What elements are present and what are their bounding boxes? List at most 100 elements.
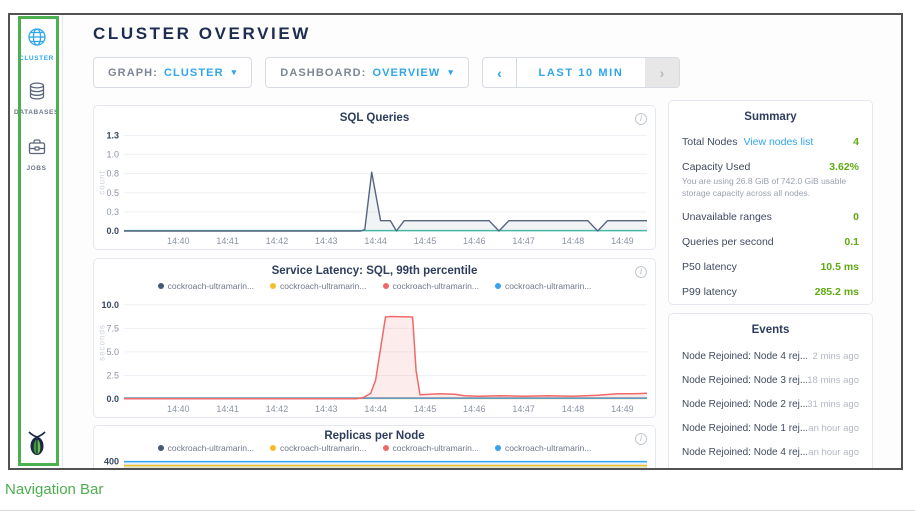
briefcase-icon — [27, 144, 47, 161]
total-nodes-value: 4 — [853, 136, 859, 148]
event-row[interactable]: Node Rejoined: Node 4 rej... an hour ago — [682, 440, 859, 464]
info-icon[interactable]: i — [635, 266, 647, 278]
summary-row-p99: P99 latency 285.2 ms — [682, 280, 859, 305]
summary-row-total-nodes: Total Nodes View nodes list 4 — [682, 129, 859, 154]
svg-text:14:49: 14:49 — [611, 236, 634, 246]
legend-entry[interactable]: cockroach-ultramarin... — [495, 281, 591, 291]
event-text: Node Rejoined: Node 3 rej... — [682, 375, 807, 386]
chevron-right-icon: › — [660, 65, 665, 81]
sidebar-item-databases[interactable]: DATABASES — [10, 81, 63, 116]
time-range-label[interactable]: LAST 10 MIN — [517, 58, 645, 87]
dashboard-dropdown[interactable]: DASHBOARD: OVERVIEW ▾ — [265, 57, 469, 88]
svg-text:14:43: 14:43 — [315, 236, 338, 246]
capacity-caption: You are using 26.8 GiB of 742.0 GiB usab… — [682, 176, 859, 200]
legend-dot-icon — [158, 445, 164, 451]
cockroachdb-admin-window: CLUSTER DATABASES — [8, 13, 903, 470]
legend-dot-icon — [495, 445, 501, 451]
svg-text:0.8: 0.8 — [106, 169, 119, 179]
event-row[interactable]: Node Rejoined: Node 4 rej... 2 mins ago — [682, 344, 859, 368]
graph-dropdown-label: GRAPH: — [108, 67, 158, 79]
annotation-label: Navigation Bar — [5, 481, 103, 498]
capacity-value: 3.62% — [829, 161, 859, 173]
time-prev-button[interactable]: ‹ — [483, 58, 517, 87]
event-row[interactable]: Node Rejoined: Node 2 rej... 31 mins ago — [682, 392, 859, 416]
svg-text:14:41: 14:41 — [216, 404, 239, 414]
legend-entry[interactable]: cockroach-ultramarin... — [270, 281, 366, 291]
sidebar-item-jobs[interactable]: JOBS — [10, 137, 63, 172]
svg-text:14:42: 14:42 — [266, 236, 289, 246]
p99-value: 285.2 ms — [815, 286, 859, 298]
event-time: an hour ago — [808, 423, 859, 434]
svg-text:14:40: 14:40 — [167, 404, 190, 414]
legend-dot-icon — [495, 283, 501, 289]
legend-dot-icon — [270, 445, 276, 451]
svg-text:14:47: 14:47 — [512, 236, 535, 246]
unavailable-ranges-label: Unavailable ranges — [682, 211, 772, 223]
svg-text:1.3: 1.3 — [106, 130, 119, 140]
chart-title: Replicas per Node — [94, 430, 655, 442]
event-time: 31 mins ago — [807, 399, 859, 410]
graph-dropdown[interactable]: GRAPH: CLUSTER ▾ — [93, 57, 252, 88]
summary-panel: Summary Total Nodes View nodes list 4 Ca… — [668, 100, 873, 305]
chart-legend: cockroach-ultramarin... cockroach-ultrama… — [94, 281, 655, 291]
legend-entry[interactable]: cockroach-ultramarin... — [383, 281, 479, 291]
svg-text:1.0: 1.0 — [106, 150, 119, 160]
divider — [0, 510, 915, 511]
svg-text:14:44: 14:44 — [364, 404, 387, 414]
legend-dot-icon — [158, 283, 164, 289]
capacity-label: Capacity Used — [682, 161, 750, 173]
svg-text:14:49: 14:49 — [611, 404, 634, 414]
time-next-button-disabled: › — [645, 58, 679, 87]
chart-area: 0.00.30.50.81.01.314:4014:4114:4214:4314… — [94, 126, 655, 251]
events-panel: Events Node Rejoined: Node 4 rej... 2 mi… — [668, 313, 873, 470]
svg-text:400: 400 — [104, 457, 119, 467]
database-icon — [27, 88, 47, 105]
qps-value: 0.1 — [844, 236, 859, 248]
event-time: an hour ago — [808, 447, 859, 458]
sidebar-item-cluster[interactable]: CLUSTER — [10, 27, 63, 62]
view-nodes-list-link[interactable]: View nodes list — [743, 136, 813, 148]
sidebar-item-label: CLUSTER — [10, 55, 63, 62]
chart-card-sql-queries: SQL Queries i count 0.00.30.50.81.01.314… — [93, 105, 656, 250]
svg-text:14:46: 14:46 — [463, 236, 486, 246]
chart-title: SQL Queries — [94, 112, 655, 124]
legend-entry[interactable]: cockroach-ultramarin... — [158, 281, 254, 291]
summary-row-qps: Queries per second 0.1 — [682, 230, 859, 255]
chevron-down-icon: ▾ — [232, 67, 238, 78]
svg-text:14:45: 14:45 — [414, 404, 437, 414]
svg-text:7.5: 7.5 — [106, 323, 119, 333]
p99-label: P99 latency — [682, 286, 737, 298]
chart-area: 0.02.55.07.510.014:4014:4114:4214:4314:4… — [94, 293, 655, 419]
svg-text:14:48: 14:48 — [562, 236, 585, 246]
event-time: 2 mins ago — [813, 351, 859, 362]
summary-row-unavailable-ranges: Unavailable ranges 0 — [682, 205, 859, 230]
chart-card-replicas-per-node: Replicas per Node i cockroach-ultramarin… — [93, 425, 656, 470]
page-title: CLUSTER OVERVIEW — [93, 24, 311, 44]
event-row[interactable]: Node Rejoined: Node 3 rej... 18 mins ago — [682, 368, 859, 392]
svg-text:14:43: 14:43 — [315, 404, 338, 414]
dashboard-dropdown-label: DASHBOARD: — [280, 67, 366, 79]
svg-text:14:41: 14:41 — [216, 236, 239, 246]
event-time: 18 mins ago — [807, 375, 859, 386]
svg-text:14:46: 14:46 — [463, 404, 486, 414]
event-row[interactable]: Node Rejoined: Node 1 rej... an hour ago — [682, 416, 859, 440]
svg-text:10.0: 10.0 — [101, 300, 119, 310]
graph-dropdown-value: CLUSTER — [164, 67, 224, 79]
sidebar-item-label: DATABASES — [10, 109, 63, 116]
dashboard-dropdown-value: OVERVIEW — [372, 67, 440, 79]
globe-icon — [27, 34, 47, 51]
sidebar-item-label: JOBS — [10, 165, 63, 172]
svg-text:0.3: 0.3 — [106, 207, 119, 217]
svg-text:0.0: 0.0 — [106, 394, 119, 404]
info-icon[interactable]: i — [635, 113, 647, 125]
chevron-down-icon: ▾ — [448, 67, 454, 78]
main-content: CLUSTER OVERVIEW GRAPH: CLUSTER ▾ DASHBO… — [63, 15, 901, 468]
p50-value: 10.5 ms — [820, 261, 859, 273]
qps-label: Queries per second — [682, 236, 774, 248]
svg-text:14:40: 14:40 — [167, 236, 190, 246]
event-text: Node Rejoined: Node 4 rej... — [682, 447, 807, 458]
navigation-bar: CLUSTER DATABASES — [10, 15, 63, 468]
graph-controls: GRAPH: CLUSTER ▾ DASHBOARD: OVERVIEW ▾ ‹… — [93, 57, 680, 88]
unavailable-ranges-value: 0 — [853, 211, 859, 223]
cockroachdb-logo[interactable] — [10, 431, 63, 462]
